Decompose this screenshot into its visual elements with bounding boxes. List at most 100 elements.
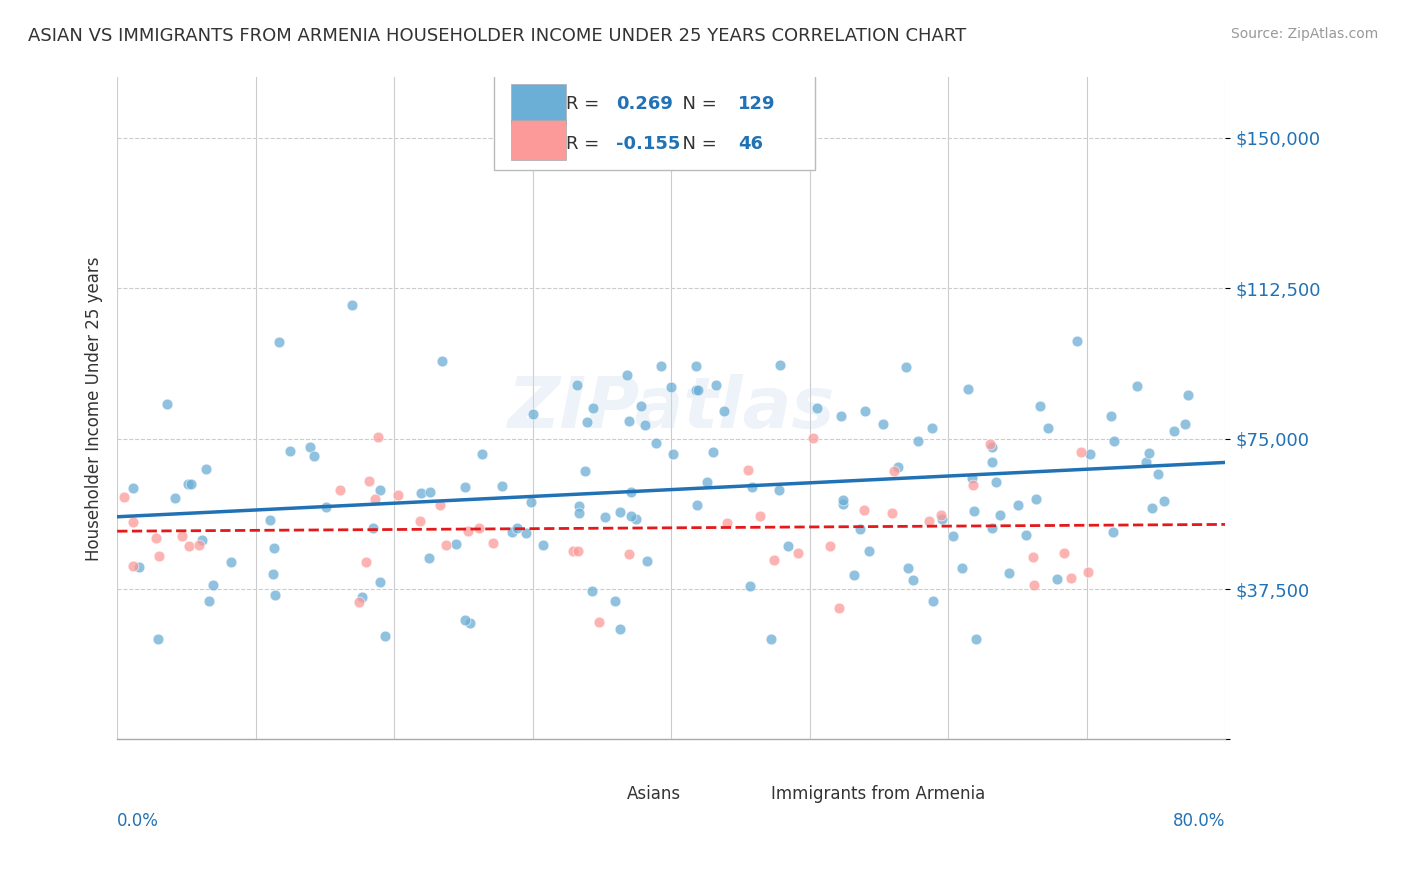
Point [581, 583, 603, 598]
Point [588, 615, 610, 629]
Point [1066, 334, 1088, 348]
Text: N =: N = [671, 135, 723, 153]
Point [177, 539, 200, 553]
Point [980, 441, 1002, 455]
Point [146, 632, 169, 647]
Point [121, 481, 143, 495]
Point [368, 575, 391, 590]
Point [367, 430, 389, 444]
Point [1076, 565, 1098, 579]
Point [468, 521, 491, 535]
Point [567, 544, 589, 558]
FancyBboxPatch shape [510, 84, 567, 124]
Point [188, 538, 211, 552]
Point [776, 539, 799, 553]
Point [849, 523, 872, 537]
Point [931, 512, 953, 526]
Y-axis label: Householder Income Under 25 years: Householder Income Under 25 years [86, 256, 103, 561]
Text: Asians: Asians [627, 786, 681, 804]
Point [650, 359, 672, 374]
Point [350, 590, 373, 604]
Point [1022, 549, 1045, 564]
Point [522, 407, 544, 421]
Point [471, 446, 494, 460]
Point [661, 447, 683, 461]
Text: Source: ZipAtlas.com: Source: ZipAtlas.com [1230, 27, 1378, 41]
Point [616, 368, 638, 383]
Point [411, 486, 433, 500]
Point [364, 491, 387, 506]
Point [112, 491, 135, 505]
Point [278, 444, 301, 458]
FancyBboxPatch shape [581, 781, 619, 807]
Point [609, 505, 631, 519]
Point [685, 384, 707, 398]
Point [853, 403, 876, 417]
Point [886, 460, 908, 475]
Point [520, 494, 543, 508]
Point [1102, 434, 1125, 448]
Point [342, 298, 364, 312]
Point [432, 354, 454, 368]
Point [1029, 399, 1052, 413]
Point [852, 503, 875, 517]
Point [568, 499, 591, 513]
Point [957, 382, 980, 396]
Point [962, 478, 984, 492]
Point [769, 359, 792, 373]
Text: 129: 129 [738, 95, 775, 113]
Point [194, 462, 217, 476]
Point [170, 528, 193, 542]
Point [263, 541, 285, 555]
Point [686, 383, 709, 397]
Point [198, 594, 221, 608]
Text: ZIPatlas: ZIPatlas [508, 374, 835, 443]
Point [907, 434, 929, 449]
Point [685, 498, 707, 512]
Point [506, 521, 529, 535]
Point [1070, 445, 1092, 459]
Point [434, 538, 457, 552]
Point [882, 506, 904, 520]
Point [831, 497, 853, 511]
Text: 0.0%: 0.0% [117, 812, 159, 830]
Point [454, 613, 477, 627]
Point [501, 525, 523, 540]
Point [988, 508, 1011, 523]
Point [872, 417, 894, 431]
Point [262, 566, 284, 581]
Point [491, 478, 513, 492]
Point [737, 463, 759, 477]
Point [950, 561, 973, 575]
Point [636, 554, 658, 568]
Point [1163, 424, 1185, 438]
Point [1078, 447, 1101, 461]
Point [374, 629, 396, 643]
Point [259, 513, 281, 527]
Point [984, 475, 1007, 489]
Point [163, 491, 186, 506]
Point [617, 414, 640, 428]
Text: 80.0%: 80.0% [1173, 812, 1226, 830]
Point [738, 579, 761, 593]
Point [918, 515, 941, 529]
Point [419, 485, 441, 500]
Point [122, 558, 145, 573]
Point [748, 508, 770, 523]
Point [515, 525, 537, 540]
Point [1046, 572, 1069, 586]
Point [716, 516, 738, 531]
FancyBboxPatch shape [510, 120, 567, 161]
Point [361, 521, 384, 535]
Point [921, 421, 943, 435]
Point [409, 515, 432, 529]
Point [568, 506, 591, 520]
Point [713, 404, 735, 418]
Point [801, 431, 824, 445]
Point [786, 546, 808, 560]
Point [1137, 446, 1160, 460]
Point [460, 616, 482, 631]
Point [806, 401, 828, 415]
Point [704, 378, 727, 392]
Point [1174, 417, 1197, 431]
